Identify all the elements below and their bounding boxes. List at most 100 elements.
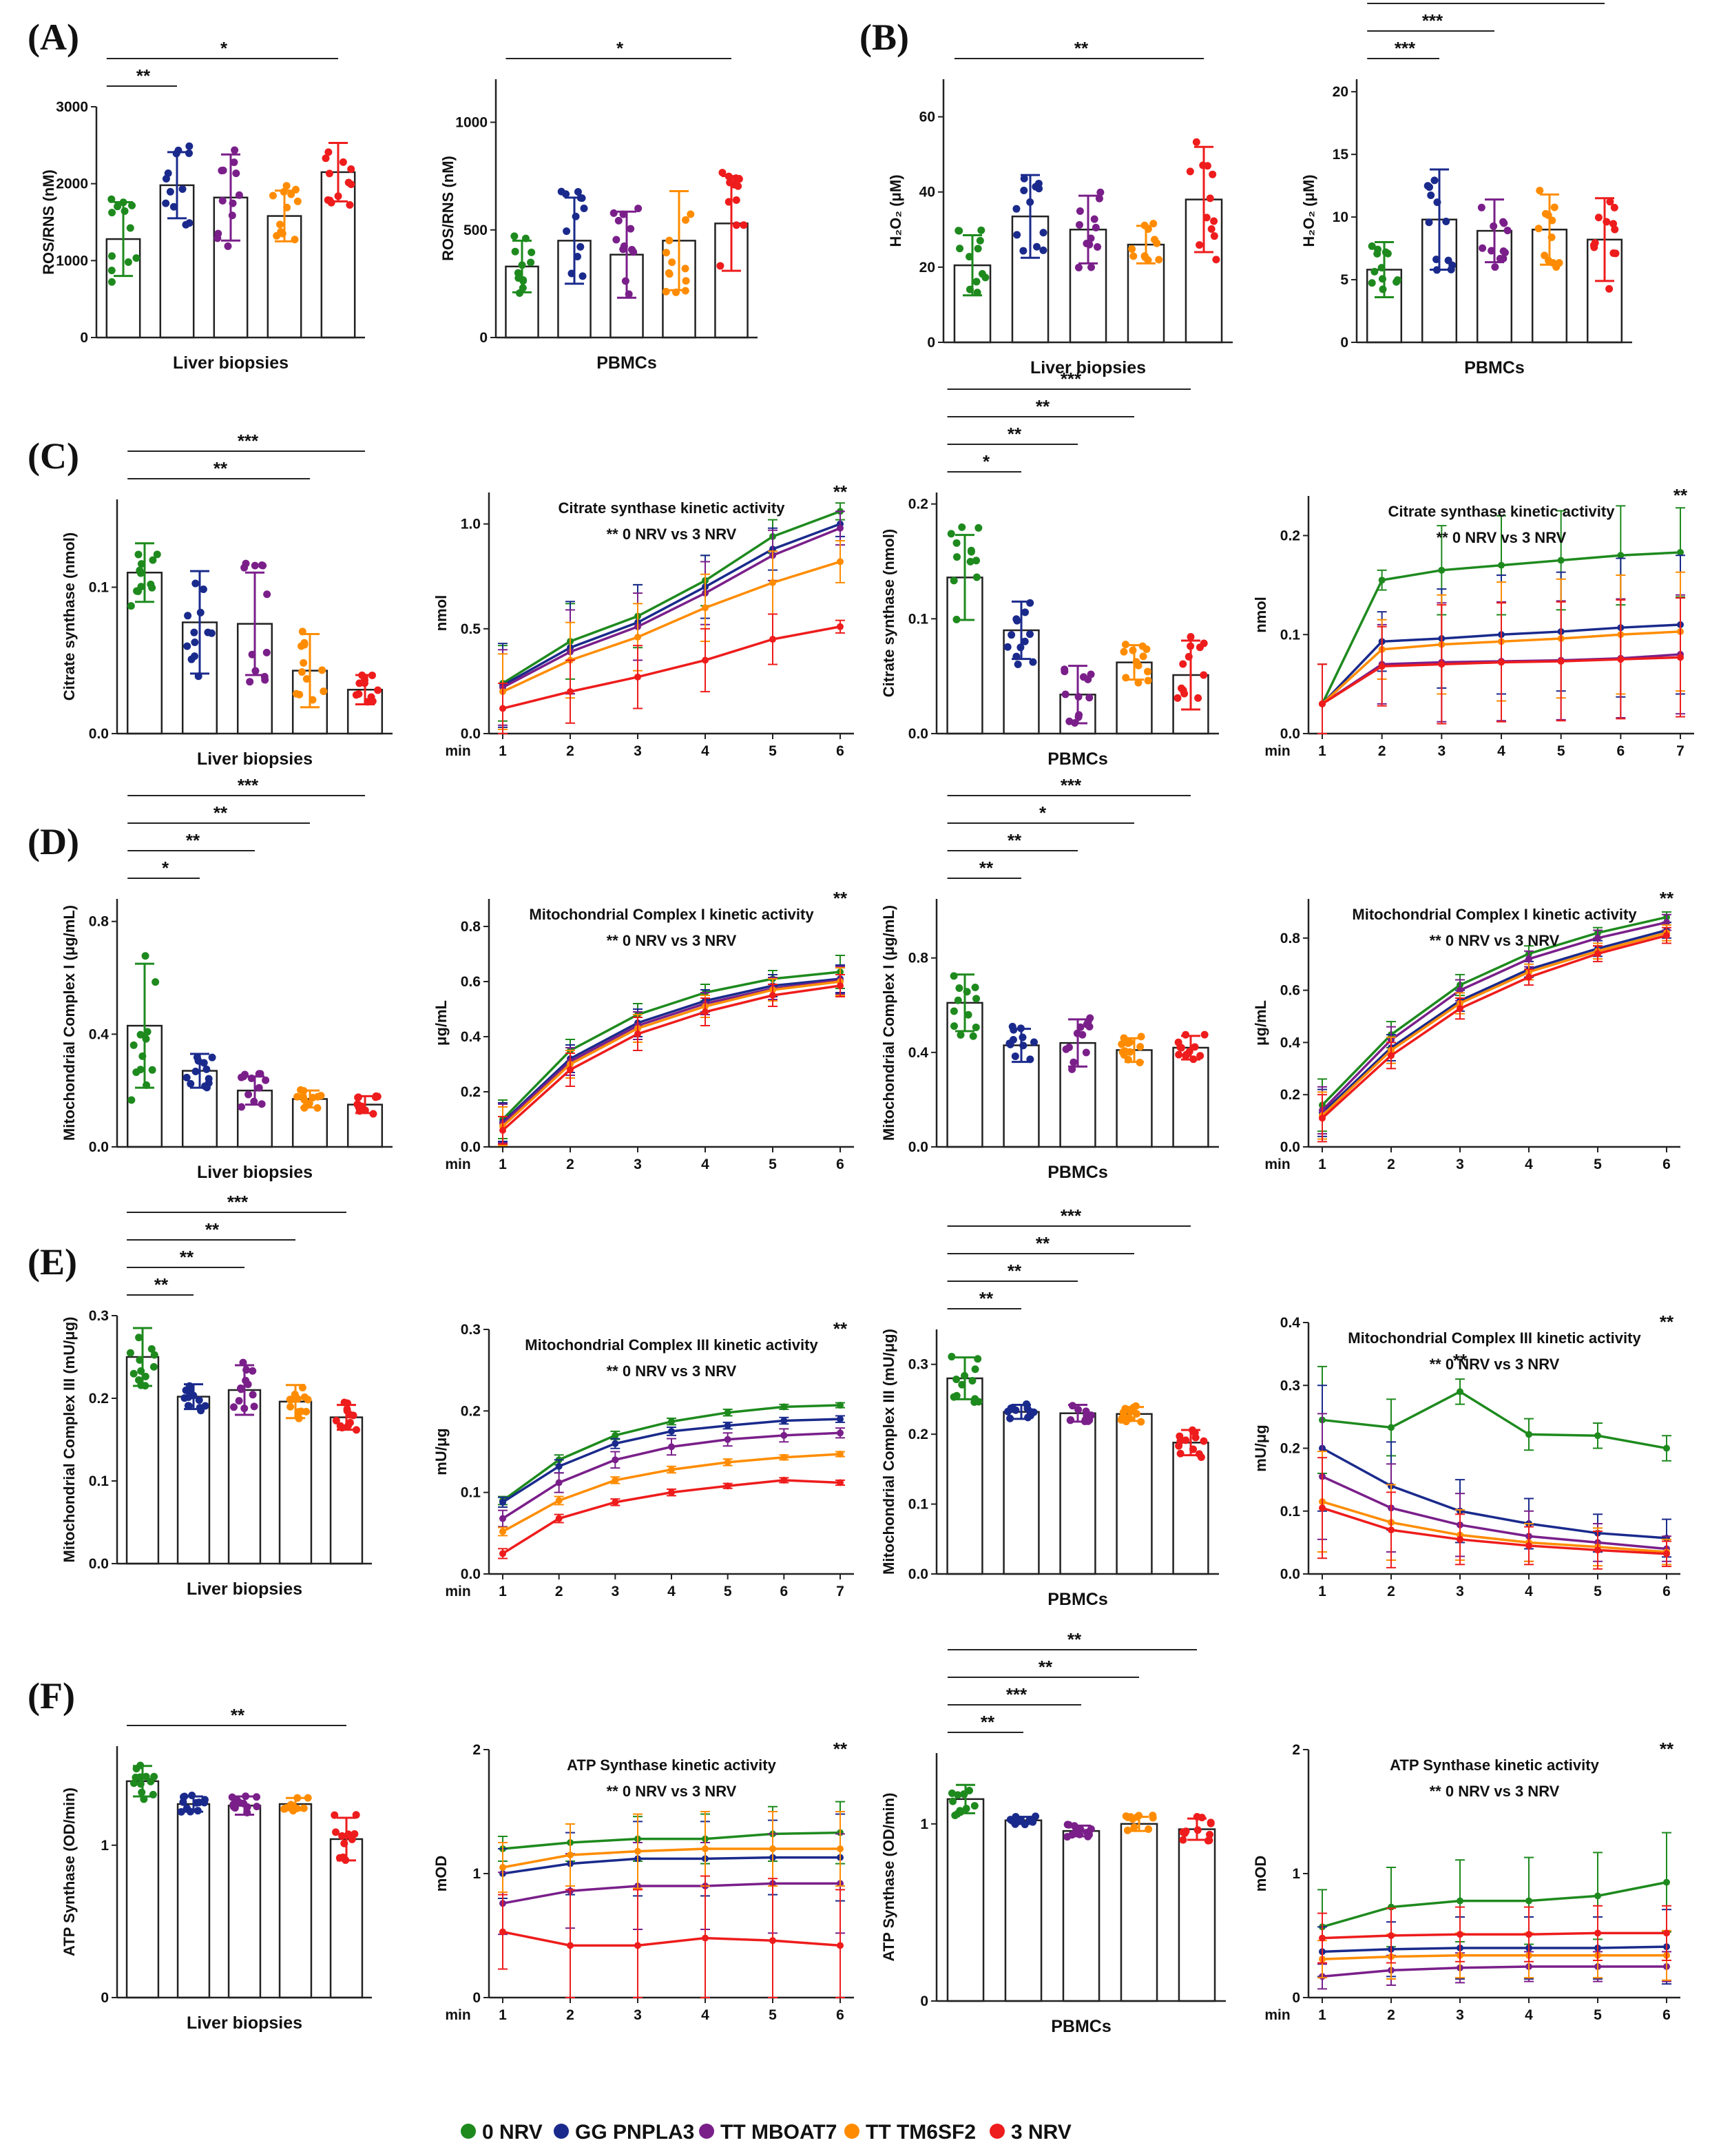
y-axis-label: mU/μg (432, 1428, 450, 1475)
data-point (251, 667, 260, 675)
data-point (295, 1408, 303, 1416)
data-point (1433, 198, 1441, 207)
significance-label: *** (238, 775, 259, 796)
chart-e2: 0.0 0.1 0.2 0.3 mU/μg 1 2 3 4 5 6 7 min Mitochondrial… (432, 1318, 854, 1599)
data-point (1143, 645, 1151, 653)
x-tick-label: 1 (499, 1584, 507, 1599)
panel-label-d: (D) (28, 821, 79, 862)
data-point (1194, 694, 1202, 702)
data-point (724, 172, 733, 180)
data-point (371, 1093, 379, 1101)
y-tick-label: 0.6 (1280, 983, 1300, 999)
data-point (965, 1786, 973, 1794)
data-point (136, 1066, 145, 1074)
data-point (240, 1072, 248, 1081)
data-point (1149, 220, 1158, 228)
x-tick-label: 6 (1662, 1157, 1671, 1172)
data-point (780, 1453, 788, 1461)
y-tick-label: 0.4 (1280, 1315, 1301, 1331)
data-point (702, 1934, 709, 1942)
significance-label: *** (1395, 38, 1416, 59)
y-tick-label: 0 (472, 1990, 481, 2006)
data-point (1074, 263, 1083, 271)
data-point (1457, 1388, 1463, 1396)
x-tick-label: 4 (1525, 1157, 1533, 1172)
data-point (1011, 1817, 1019, 1825)
data-point (1082, 1407, 1090, 1416)
data-point (968, 1377, 977, 1385)
data-point (179, 1798, 187, 1806)
data-point (228, 1793, 236, 1801)
data-point (1488, 247, 1496, 255)
x-tick-label: 6 (836, 743, 844, 759)
data-point (1026, 198, 1034, 206)
data-point (1134, 678, 1143, 687)
data-point (952, 553, 961, 561)
data-point (1197, 1453, 1205, 1462)
y-tick-label: 0.2 (461, 1084, 481, 1100)
data-point (291, 1390, 299, 1398)
x-tick-label: 6 (780, 1584, 788, 1599)
data-point (668, 1466, 675, 1473)
data-point (318, 666, 326, 674)
x-tick-label: 4 (701, 2007, 709, 2023)
data-point (1610, 203, 1618, 211)
y-tick-label: 1 (472, 1866, 481, 1882)
legend-marker (461, 2124, 476, 2139)
significance-label: ** (1008, 830, 1022, 851)
data-point (293, 1092, 302, 1101)
data-point (185, 1382, 194, 1390)
data-point (1430, 176, 1439, 185)
data-point (262, 1076, 270, 1084)
data-point (357, 1102, 366, 1110)
data-point (1444, 256, 1452, 265)
data-point (1029, 1818, 1037, 1826)
data-point (108, 209, 116, 217)
significance-label: ** (981, 1712, 995, 1732)
data-point (634, 1847, 641, 1855)
significance-label: * (1484, 0, 1492, 3)
data-point (142, 1772, 150, 1781)
data-point (1319, 1934, 1326, 1942)
data-point (1094, 242, 1102, 251)
data-point (205, 1075, 213, 1083)
y-tick-label: 0.1 (89, 580, 109, 596)
y-tick-label: 0.3 (89, 1308, 109, 1324)
data-point (567, 1942, 574, 1949)
data-point (1006, 1414, 1014, 1422)
data-point (1118, 1040, 1126, 1048)
data-point (1663, 1444, 1670, 1452)
data-point (612, 1498, 619, 1506)
significance-label: *** (1006, 1684, 1028, 1705)
data-point (1082, 1048, 1090, 1057)
data-point (627, 225, 635, 233)
data-point (837, 558, 844, 566)
data-point (1388, 1052, 1395, 1059)
data-point (499, 1528, 506, 1535)
data-point (1603, 218, 1611, 226)
data-point (162, 199, 170, 207)
x-tick-label: 4 (1497, 743, 1505, 759)
data-point (1075, 711, 1083, 719)
data-point (1370, 267, 1379, 276)
data-point (668, 1489, 675, 1496)
data-point (148, 1066, 156, 1074)
data-point (619, 245, 627, 253)
x-tick-label: 5 (769, 1157, 777, 1172)
data-point (251, 561, 259, 570)
bar-3-nrv (1172, 1442, 1209, 1575)
legend-label: 0 NRV (482, 2121, 543, 2144)
legend-label: GG PNPLA3 (575, 2121, 694, 2144)
data-point (1068, 1402, 1076, 1410)
data-point (1013, 231, 1021, 239)
data-point (228, 211, 236, 220)
data-point (343, 1405, 351, 1413)
data-point (229, 199, 237, 207)
data-point (262, 648, 271, 656)
x-tick-label: 5 (769, 2007, 777, 2023)
bar-gg-pnpla3 (176, 1803, 211, 1999)
y-tick-label: 0.0 (1280, 1566, 1300, 1582)
data-point (243, 1803, 251, 1811)
data-point (140, 1795, 148, 1803)
